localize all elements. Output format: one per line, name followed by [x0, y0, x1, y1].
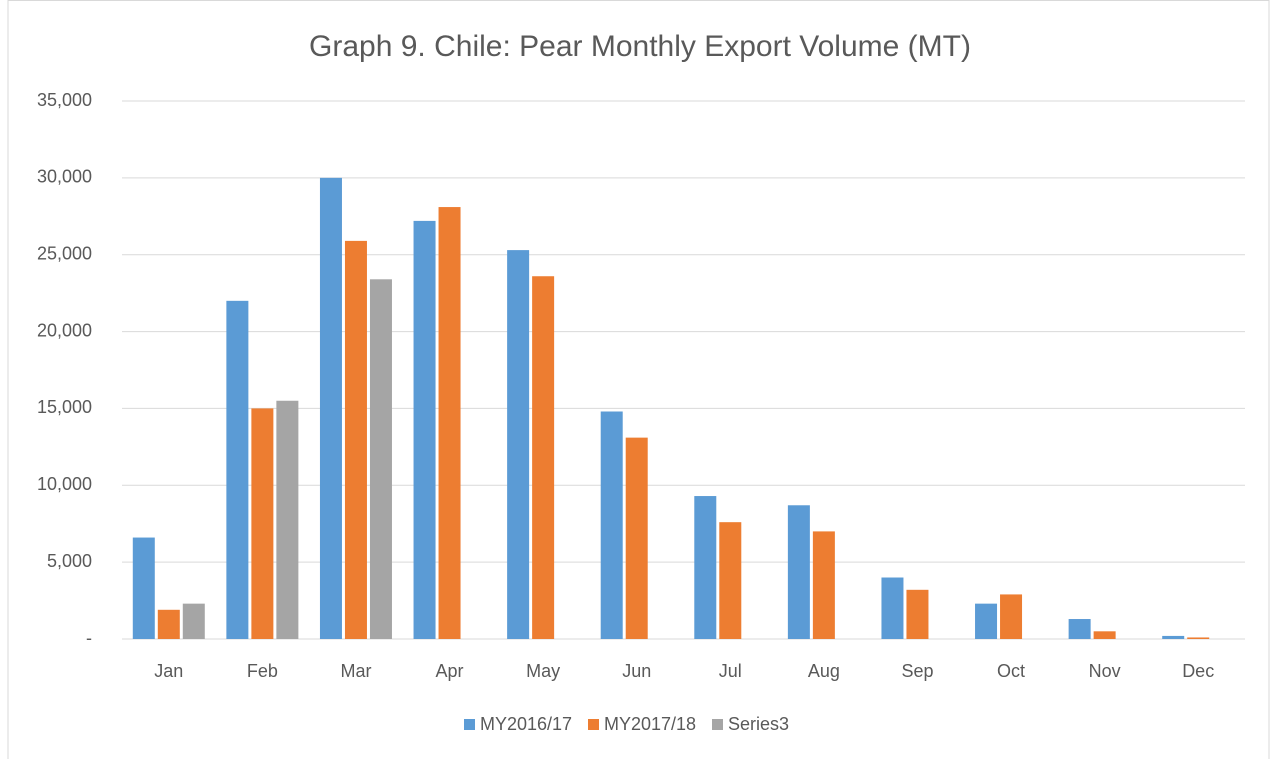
legend-label: Series3	[728, 714, 789, 734]
legend-swatch	[464, 719, 475, 730]
bar	[1162, 635, 1185, 639]
x-tick-label: May	[526, 661, 560, 681]
bar	[276, 400, 299, 639]
bar	[719, 522, 742, 639]
y-tick-label: -	[86, 628, 92, 648]
bar	[1068, 619, 1091, 639]
y-tick-label: 35,000	[37, 90, 92, 110]
bar	[157, 609, 180, 639]
bar	[251, 408, 274, 639]
legend-label: MY2017/18	[604, 714, 696, 734]
x-tick-label: Jul	[719, 661, 742, 681]
y-tick-label: 10,000	[37, 474, 92, 494]
bar	[787, 505, 810, 639]
bar	[600, 411, 623, 639]
chart-border	[7, 0, 1270, 759]
y-tick-label: 25,000	[37, 243, 92, 263]
legend-label: MY2016/17	[480, 714, 572, 734]
y-tick-label: 20,000	[37, 320, 92, 340]
bar	[1093, 631, 1116, 639]
bar	[906, 589, 929, 639]
bar	[625, 437, 648, 639]
legend-swatch	[712, 719, 723, 730]
chart-title: Graph 9. Chile: Pear Monthly Export Volu…	[309, 30, 971, 63]
y-tick-label: 30,000	[37, 167, 92, 187]
bar	[132, 537, 155, 639]
x-tick-label: Aug	[808, 661, 840, 681]
bar	[507, 250, 530, 640]
x-tick-label: Dec	[1182, 661, 1214, 681]
bar	[1000, 594, 1023, 639]
x-tick-label: Jun	[622, 661, 651, 681]
bar	[319, 177, 342, 639]
bar	[532, 276, 555, 639]
bar	[812, 531, 835, 639]
bar	[881, 577, 904, 639]
bar	[413, 220, 436, 639]
legend-swatch	[588, 719, 599, 730]
x-tick-label: Nov	[1089, 661, 1121, 681]
x-tick-label: Apr	[436, 661, 464, 681]
x-tick-label: Oct	[997, 661, 1025, 681]
x-tick-label: Jan	[154, 661, 183, 681]
x-tick-label: Sep	[901, 661, 933, 681]
bar	[975, 603, 998, 639]
y-tick-label: 15,000	[37, 397, 92, 417]
bar	[182, 603, 205, 639]
bar	[369, 279, 392, 639]
bar	[344, 240, 367, 639]
x-tick-label: Feb	[247, 661, 278, 681]
bar	[1187, 637, 1210, 639]
bar	[694, 496, 717, 639]
bar	[226, 300, 249, 639]
x-tick-label: Mar	[340, 661, 371, 681]
y-tick-label: 5,000	[47, 551, 92, 571]
bar	[438, 207, 461, 639]
